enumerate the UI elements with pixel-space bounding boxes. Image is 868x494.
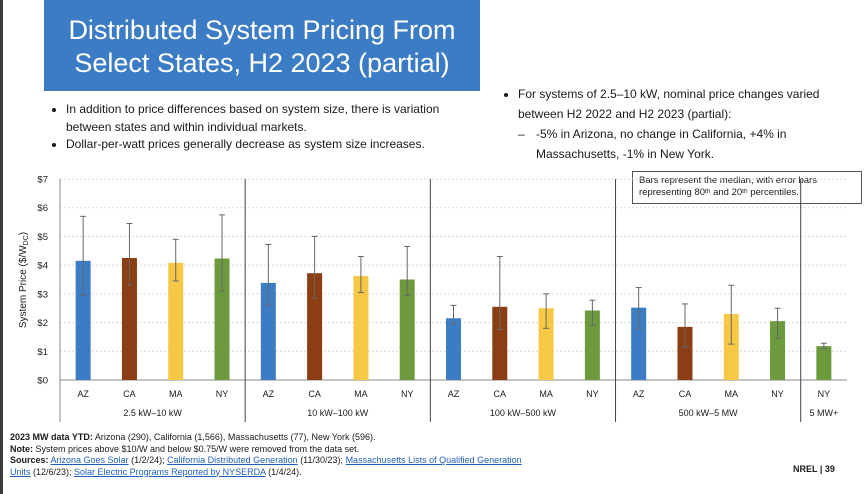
y-tick-label: $3 (37, 289, 48, 300)
bar-ny (214, 258, 230, 380)
bar-ma (353, 276, 369, 380)
y-tick-label: $6 (37, 203, 48, 214)
y-tick-label: $0 (37, 376, 48, 387)
bar-az (631, 307, 647, 380)
x-tick-label: NY (216, 389, 229, 399)
source-link-arizona[interactable]: Arizona Goes Solar (50, 455, 129, 465)
bar-ny (584, 310, 600, 380)
footer-note: Note: System prices above $10/W and belo… (10, 444, 530, 456)
x-tick-label: AZ (77, 389, 89, 399)
right-bullets: For systems of 2.5–10 kW, nominal price … (498, 84, 858, 164)
bar-ca (121, 257, 137, 380)
group-label: 10 kW–100 kW (307, 408, 369, 418)
bar-ca (492, 306, 508, 380)
chart-note-box: Bars represent the median, with error ba… (632, 171, 862, 204)
x-tick-label: AZ (263, 389, 275, 399)
slide-title: Distributed System Pricing From Select S… (44, 14, 480, 80)
footer-sources: Sources: Arizona Goes Solar (1/2/24); Ca… (10, 455, 530, 478)
bar-az (75, 260, 91, 380)
left-bullet-1: In addition to price differences based o… (66, 101, 476, 136)
left-edge-bar (0, 0, 3, 494)
right-sub-bullet: -5% in Arizona, no change in California,… (518, 124, 858, 164)
source-link-nyserda[interactable]: Solar Electric Programs Reported by NYSE… (74, 466, 266, 477)
x-tick-label: MA (725, 389, 739, 399)
group-label: 100 kW–500 kW (490, 408, 557, 418)
y-tick-label: $1 (37, 347, 48, 358)
group-label: 500 kW–5 MW (679, 408, 739, 418)
y-axis-label-end: ) (18, 232, 29, 235)
source-date-2: (11/30/23); (297, 455, 346, 465)
x-tick-label: MA (539, 389, 553, 399)
x-tick-label: AZ (448, 389, 460, 399)
group-label: 5 MW+ (809, 408, 838, 418)
x-tick-label: CA (494, 389, 507, 399)
x-tick-label: MA (169, 389, 183, 399)
price-bar-chart: System Price ($/WDC) $0 $1 $2 $3 $4 $5 $6 $7 AZ CA… (18, 175, 847, 422)
y-tick-label: $5 (37, 232, 48, 243)
footer-mw-text: Arizona (290), California (1,566), Massa… (92, 432, 376, 442)
bar-ma (538, 308, 554, 380)
left-bullets: In addition to price differences based o… (46, 101, 476, 154)
note-text-3: percentiles. (747, 187, 799, 198)
y-axis-label-sub: DC (23, 235, 30, 245)
footer-sources-label: Sources: (10, 455, 49, 465)
bar-ny (399, 279, 415, 380)
bar-az (260, 282, 276, 380)
footer-mw-data: 2023 MW data YTD: Arizona (290), Califor… (10, 432, 530, 444)
footer-notes: 2023 MW data YTD: Arizona (290), Califor… (10, 432, 530, 478)
x-tick-label: NY (401, 389, 414, 399)
group-label: 2.5 kW–10 kW (123, 408, 182, 418)
right-bullet: For systems of 2.5–10 kW, nominal price … (518, 84, 858, 124)
note-text-2: and 20 (710, 187, 743, 198)
source-link-massachusetts[interactable]: Massachusetts Lists of Qualified Generat… (10, 455, 522, 477)
source-link-california[interactable]: California Distributed Generation (167, 455, 298, 465)
page-label: NREL | 39 (793, 464, 835, 474)
footer-mw-label: 2023 MW data YTD: (10, 432, 93, 442)
x-tick-label: NY (586, 389, 599, 399)
note-sup-1: th (705, 188, 711, 195)
title-banner: Distributed System Pricing From Select S… (44, 0, 480, 91)
note-text-1: Bars represent the median, with error ba… (639, 175, 817, 198)
y-tick-label: $2 (37, 318, 48, 329)
x-tick-label: NY (771, 389, 784, 399)
bar-ca (677, 326, 693, 380)
y-axis-label-main: System Price ($/W (18, 245, 29, 328)
source-date-1: (1/2/24); (128, 455, 168, 465)
y-axis-label: System Price ($/WDC) (18, 232, 30, 328)
bar-az (446, 318, 461, 380)
x-tick-label: AZ (633, 389, 645, 399)
bar-ny (816, 346, 832, 380)
bar-ma (723, 313, 739, 380)
x-tick-label: CA (123, 389, 136, 399)
slide-title-line2: Select States, H2 2023 (partial) (74, 48, 450, 78)
y-tick-label: $4 (37, 261, 48, 272)
footer-note-text: System prices above $10/W and below $0.7… (33, 443, 360, 454)
slide-title-line1: Distributed System Pricing From (68, 15, 456, 45)
x-tick-label: CA (308, 389, 321, 399)
left-bullet-2: Dollar-per-watt prices generally decreas… (66, 136, 476, 154)
x-tick-label: MA (354, 389, 368, 399)
x-tick-label: CA (679, 389, 692, 399)
bar-ny (770, 321, 786, 380)
note-sup-2: th (742, 188, 748, 195)
source-date-3: (12/6/23); (30, 466, 75, 477)
bar-ca (307, 273, 323, 380)
bar-ma (168, 262, 184, 380)
footer-note-label: Note: (10, 443, 33, 454)
source-date-4: (1/4/24). (265, 466, 302, 477)
x-tick-label: NY (818, 389, 831, 399)
y-tick-label: $7 (37, 175, 48, 186)
